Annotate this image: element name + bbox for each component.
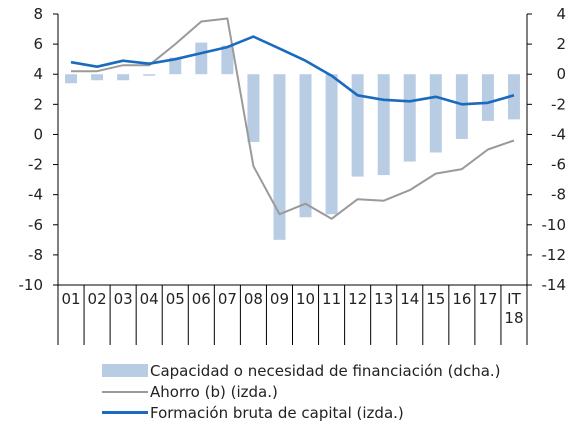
x-tick-label: 08	[244, 290, 263, 308]
legend-swatch-bar	[102, 364, 148, 377]
bar-03	[117, 74, 130, 81]
y-right-tick-label: -12	[542, 246, 567, 264]
bar-12	[351, 74, 364, 177]
legend-label-ahorro: Ahorro (b) (izda.)	[150, 382, 278, 401]
x-tick-label: 02	[88, 290, 107, 308]
x-tick-label: 04	[140, 290, 159, 308]
bar-16	[455, 74, 468, 139]
x-tick-label: 05	[166, 290, 185, 308]
legend-swatch-fbc	[102, 411, 148, 414]
x-tick-label: 16	[452, 290, 471, 308]
legend-item-bar: Capacidad o necesidad de financiación (d…	[102, 360, 501, 381]
bar-01	[65, 74, 78, 84]
y-left-tick-label: 4	[33, 65, 43, 83]
line-ahorro	[71, 17, 515, 220]
bar-series	[65, 42, 520, 240]
y-right-tick-label: 4	[556, 5, 566, 23]
bar-IT-18	[507, 74, 520, 120]
legend-item-fbc: Formación bruta de capital (izda.)	[102, 402, 501, 423]
x-tick-label: 09	[270, 290, 289, 308]
bar-14	[403, 74, 416, 162]
y-right-tick-label: -4	[551, 125, 566, 143]
line-formacion-bruta	[70, 35, 515, 106]
bar-10	[299, 74, 312, 218]
y-left-tick-label: -4	[28, 186, 43, 204]
x-tick-label: 10	[296, 290, 315, 308]
legend-item-ahorro: Ahorro (b) (izda.)	[102, 381, 501, 402]
legend-swatch-ahorro	[102, 390, 148, 393]
x-tick-label: 12	[348, 290, 367, 308]
y-right-tick-label: -6	[551, 156, 566, 174]
bar-05	[169, 57, 182, 75]
legend-label-bar: Capacidad o necesidad de financiación (d…	[150, 361, 501, 380]
y-left-tick-label: 0	[33, 125, 43, 143]
y-left-tick-label: -6	[28, 216, 43, 234]
line-series	[70, 17, 515, 220]
x-tick-label: 03	[114, 290, 133, 308]
x-tick-label: 07	[218, 290, 237, 308]
y-left-tick-label: 6	[33, 35, 43, 53]
y-right-tick-label: 0	[556, 65, 566, 83]
x-tick-label: 13	[374, 290, 393, 308]
y-left-tick-label: -2	[28, 156, 43, 174]
x-tick-label: 14	[400, 290, 419, 308]
x-tick-label: 06	[192, 290, 211, 308]
y-right-tick-label: -8	[551, 186, 566, 204]
bar-09	[273, 74, 286, 240]
bar-11	[325, 74, 338, 215]
y-left-tick-label: -10	[19, 276, 44, 294]
x-tick-label: 15	[426, 290, 445, 308]
bar-17	[481, 74, 494, 121]
bar-07	[221, 45, 234, 75]
y-left-tick-label: 2	[33, 95, 43, 113]
x-tick-label: 17	[478, 290, 497, 308]
y-right-tick-label: 2	[556, 35, 566, 53]
bar-08	[247, 74, 260, 142]
bar-13	[377, 74, 390, 176]
y-left-tick-label: -8	[28, 246, 43, 264]
axes: 8 6 4 2 0 -2 -4 -6 -8 -10 4 2 0 -2 -4 -6 -8 -10 -12 -14 01 02…	[19, 5, 567, 345]
y-right-tick-label: -2	[551, 95, 566, 113]
y-left-tick-label: 8	[33, 5, 43, 23]
x-tick-label: 18	[504, 309, 523, 327]
bar-02	[91, 74, 104, 81]
legend-label-fbc: Formación bruta de capital (izda.)	[150, 403, 404, 422]
bar-04	[143, 74, 156, 76]
y-right-tick-label: -10	[542, 216, 567, 234]
y-right-tick-label: -14	[542, 276, 567, 294]
bar-15	[429, 74, 442, 153]
bar-06	[195, 42, 208, 75]
legend: Capacidad o necesidad de financiación (d…	[102, 360, 501, 423]
x-tick-label: 01	[61, 290, 80, 308]
x-tick-label: 11	[322, 290, 341, 308]
x-tick-label: IT	[507, 290, 521, 308]
